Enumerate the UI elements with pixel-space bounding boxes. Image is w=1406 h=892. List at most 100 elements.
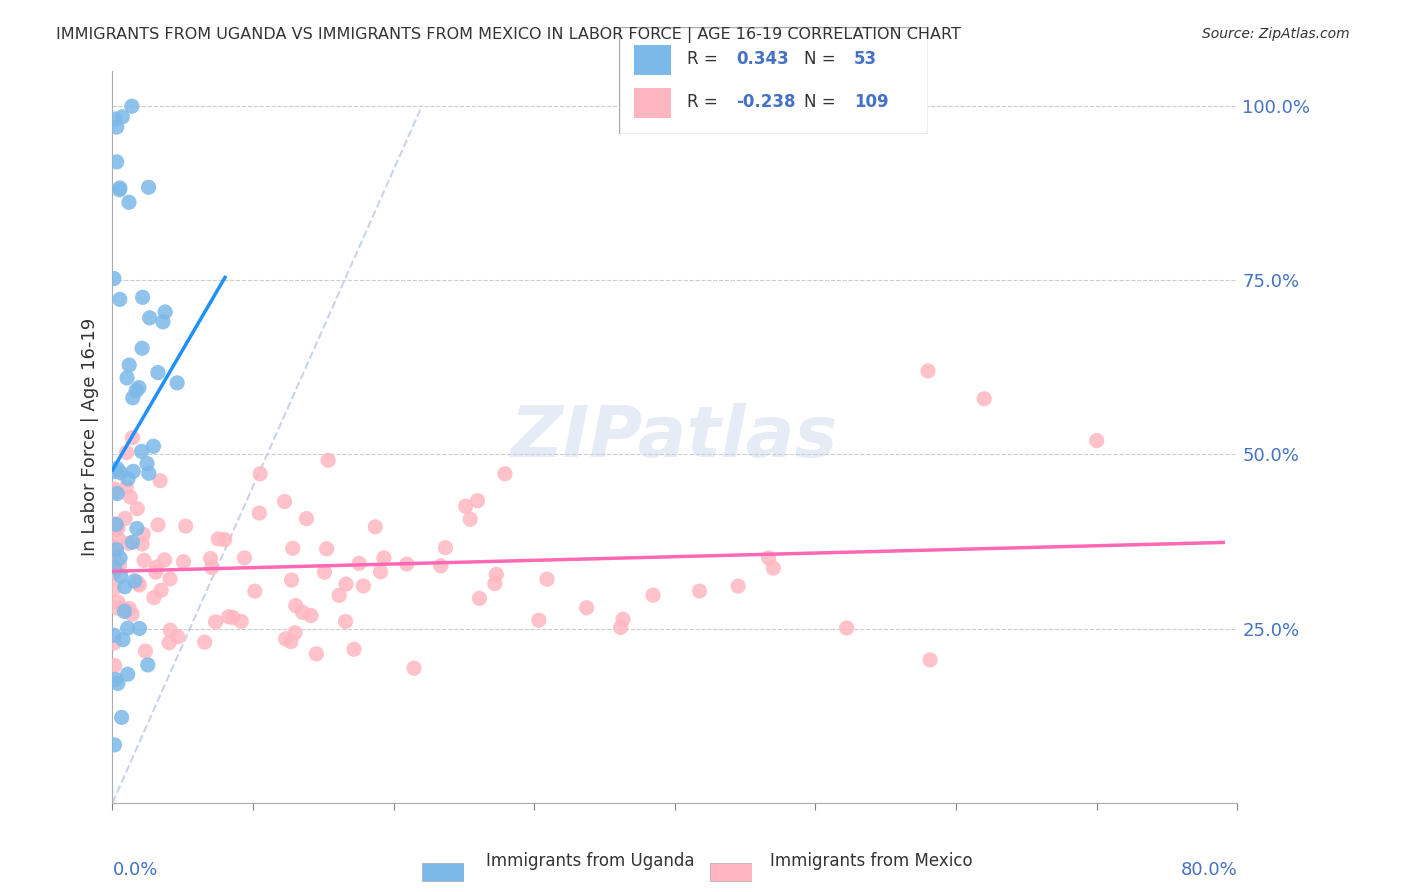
Point	[115, 445, 138, 459]
Point	[105, 542, 128, 557]
Point	[204, 615, 226, 629]
Point	[233, 550, 256, 565]
Point	[103, 271, 125, 285]
Bar	[710, 863, 752, 881]
Text: Source: ZipAtlas.com: Source: ZipAtlas.com	[1202, 27, 1350, 41]
Point	[468, 591, 491, 606]
Point	[280, 573, 302, 587]
Point	[108, 293, 131, 307]
Point	[316, 453, 339, 467]
Point	[131, 290, 153, 304]
Point	[314, 565, 336, 579]
Point	[575, 600, 598, 615]
Point	[917, 364, 939, 378]
Point	[107, 595, 129, 609]
Point	[125, 521, 148, 535]
Point	[146, 517, 169, 532]
Point	[305, 647, 328, 661]
Point	[484, 576, 506, 591]
Point	[207, 532, 229, 546]
Text: 0.0%: 0.0%	[112, 862, 157, 880]
Point	[105, 543, 128, 558]
Point	[110, 466, 132, 480]
Point	[121, 535, 143, 549]
Point	[364, 520, 387, 534]
Point	[918, 653, 941, 667]
Point	[115, 480, 138, 494]
Point	[335, 615, 357, 629]
Point	[103, 485, 125, 500]
Point	[118, 358, 141, 372]
Point	[315, 541, 337, 556]
Point	[434, 541, 457, 555]
Point	[136, 657, 159, 672]
Point	[159, 572, 181, 586]
Point	[131, 444, 153, 458]
Point	[127, 575, 149, 590]
Point	[118, 195, 141, 210]
Point	[108, 183, 131, 197]
Text: IMMIGRANTS FROM UGANDA VS IMMIGRANTS FROM MEXICO IN LABOR FORCE | AGE 16-19 CORR: IMMIGRANTS FROM UGANDA VS IMMIGRANTS FRO…	[56, 27, 962, 43]
Point	[105, 517, 128, 532]
Point	[142, 591, 165, 605]
Point	[347, 557, 370, 571]
Point	[643, 588, 665, 602]
Point	[108, 181, 131, 195]
Point	[146, 366, 169, 380]
Point	[103, 549, 125, 564]
Point	[273, 494, 295, 508]
Point	[142, 439, 165, 453]
Point	[128, 578, 150, 592]
Point	[117, 472, 139, 486]
Point	[104, 658, 127, 673]
Point	[107, 676, 129, 690]
Point	[335, 577, 357, 591]
Point	[103, 482, 125, 496]
Point	[108, 558, 131, 573]
Point	[107, 532, 129, 546]
Point	[110, 569, 132, 583]
Point	[118, 601, 141, 615]
Point	[352, 579, 374, 593]
Point	[200, 551, 222, 566]
Text: R =: R =	[686, 50, 723, 68]
Point	[373, 550, 395, 565]
Point	[131, 341, 153, 355]
Point	[172, 555, 194, 569]
Point	[138, 467, 160, 481]
Text: Immigrants from Uganda: Immigrants from Uganda	[486, 852, 695, 870]
Point	[104, 673, 127, 687]
Point	[166, 630, 188, 644]
Point	[274, 632, 297, 646]
Point	[108, 551, 131, 566]
Point	[485, 567, 508, 582]
Point	[132, 553, 155, 567]
Point	[973, 392, 995, 406]
Text: -0.238: -0.238	[737, 93, 796, 111]
Point	[104, 522, 127, 536]
Point	[103, 465, 125, 479]
Point	[727, 579, 749, 593]
Point	[107, 601, 129, 615]
Point	[284, 625, 307, 640]
Point	[105, 461, 128, 475]
Point	[128, 381, 150, 395]
Point	[153, 553, 176, 567]
Point	[134, 644, 156, 658]
Point	[247, 506, 270, 520]
Point	[395, 557, 418, 571]
Point	[231, 615, 253, 629]
Point	[299, 608, 322, 623]
Y-axis label: In Labor Force | Age 16-19: In Labor Force | Age 16-19	[80, 318, 98, 557]
Point	[103, 516, 125, 531]
Point	[111, 110, 134, 124]
Point	[150, 583, 173, 598]
Point	[454, 500, 477, 514]
Point	[689, 584, 711, 599]
Point	[104, 112, 127, 126]
Point	[114, 602, 136, 616]
Point	[117, 667, 139, 681]
Point	[370, 565, 392, 579]
Point	[762, 561, 785, 575]
Point	[103, 636, 125, 650]
